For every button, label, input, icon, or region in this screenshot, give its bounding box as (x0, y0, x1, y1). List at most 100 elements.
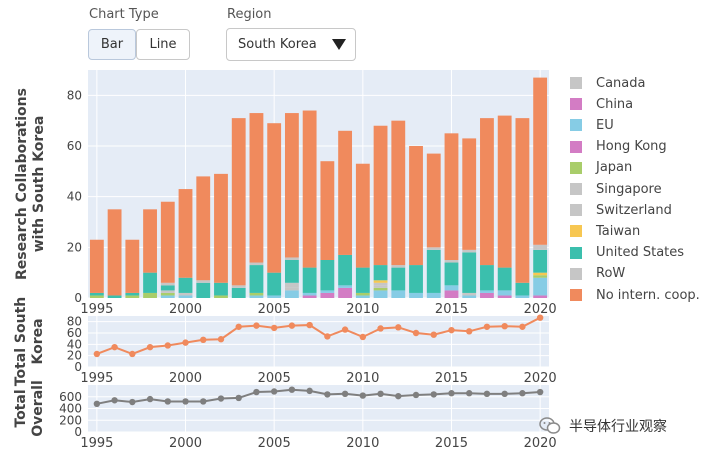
bar-segment (444, 260, 459, 263)
legend-item[interactable]: EU (570, 118, 614, 133)
y-axis-label: TotalOverall (13, 380, 46, 436)
legend-item[interactable]: Switzerland (570, 203, 672, 218)
bar-segment (214, 173, 228, 283)
bar-segment (533, 295, 548, 298)
bar-segment (302, 267, 317, 293)
data-point (129, 350, 136, 358)
legend-label: RoW (596, 266, 626, 282)
bar-segment (196, 282, 211, 298)
y-axis-label-line: with South Korea (31, 116, 47, 253)
bar-segment (409, 292, 423, 298)
legend-item[interactable]: Singapore (570, 182, 662, 197)
data-point (288, 386, 296, 393)
x-tick-label: 1995 (80, 436, 113, 451)
data-point (164, 398, 171, 405)
y-axis-label-line: Korea (30, 318, 46, 364)
bar-segment (249, 295, 264, 298)
bar-segment (533, 249, 548, 273)
x-tick-label: 2010 (346, 302, 379, 317)
data-point (341, 390, 349, 398)
x-tick-label: 2020 (524, 302, 557, 317)
x-tick-label: 2005 (258, 371, 291, 386)
data-point (395, 324, 402, 331)
bar-segment (409, 146, 423, 266)
bar-segment (355, 163, 370, 268)
data-point (111, 397, 118, 404)
legend-swatch (570, 267, 582, 280)
bar-segment (160, 282, 175, 286)
bar-segment (391, 290, 406, 298)
data-point (466, 390, 473, 397)
data-point (288, 322, 296, 329)
bar-segment (338, 285, 353, 288)
legend-item[interactable]: No intern. coop. (570, 287, 700, 303)
legend-item[interactable]: Japan (570, 160, 633, 176)
bar-segment (249, 262, 264, 266)
legend-item[interactable]: United States (570, 245, 684, 260)
plot-background (88, 316, 549, 367)
data-point (412, 391, 420, 399)
bar-button[interactable]: Bar (88, 29, 136, 60)
legend-item[interactable]: Canada (570, 76, 645, 91)
legend-label: China (596, 96, 634, 112)
legend-swatch (570, 161, 582, 174)
y-axis-label: Total SouthKorea (13, 297, 46, 386)
bar-segment (214, 295, 228, 298)
bar-segment (480, 265, 494, 291)
bar-segment (373, 287, 388, 291)
legend-swatch (570, 204, 582, 217)
bar-segment (284, 260, 299, 283)
bar-segment (125, 295, 140, 298)
x-tick-label: 2000 (169, 436, 202, 451)
legend-label: Japan (596, 160, 633, 176)
bar-segment (196, 280, 211, 283)
bar-segment (533, 277, 548, 296)
x-tick-label: 2010 (346, 371, 379, 386)
legend-swatch (570, 77, 582, 89)
bar-segment (533, 272, 548, 276)
legend-swatch (570, 98, 582, 111)
legend-item[interactable]: China (570, 96, 634, 112)
data-point (377, 390, 384, 398)
data-point (377, 325, 384, 332)
legend-label: Taiwan (596, 223, 641, 239)
y-tick-label: 0 (74, 425, 82, 439)
legend-swatch (570, 289, 582, 301)
y-tick-label: 40 (67, 190, 82, 204)
x-tick-label: 2020 (524, 436, 557, 451)
bar-segment (249, 265, 264, 293)
bar-segment (178, 292, 193, 296)
line-button[interactable]: Line (136, 29, 190, 60)
bar-segment (355, 292, 370, 296)
bar-segment (178, 295, 193, 298)
x-tick-label: 2015 (435, 436, 468, 451)
bar-segment (302, 295, 317, 298)
legend-item[interactable]: Hong Kong (570, 139, 667, 154)
legend-label: No intern. coop. (596, 287, 700, 303)
bar-segment (267, 272, 282, 296)
bar-segment (497, 115, 512, 268)
x-tick-label: 1995 (80, 371, 113, 386)
y-axis-label-line: Total (13, 389, 29, 427)
bar-segment (391, 265, 406, 268)
data-point (501, 390, 508, 398)
bar-segment (125, 239, 140, 293)
legend-swatch (570, 225, 582, 238)
bar-segment (444, 133, 459, 260)
bar-segment (462, 138, 477, 250)
data-point (448, 326, 455, 334)
legend-item[interactable]: Taiwan (570, 223, 641, 239)
region-select[interactable]: South Korea (226, 28, 356, 61)
legend-item[interactable]: RoW (570, 266, 626, 282)
y-axis-label: Research Collaborationswith South Korea (14, 88, 47, 280)
y-axis-label-line: Research Collaborations (14, 88, 30, 280)
bar-segment (533, 244, 548, 250)
data-point (519, 323, 526, 330)
bar-segment (497, 295, 512, 298)
bar-segment (373, 282, 388, 286)
legend-swatch (570, 119, 582, 132)
data-point (164, 342, 171, 349)
y-axis-label-line: Overall (30, 380, 46, 436)
x-tick-label: 2010 (346, 436, 379, 451)
